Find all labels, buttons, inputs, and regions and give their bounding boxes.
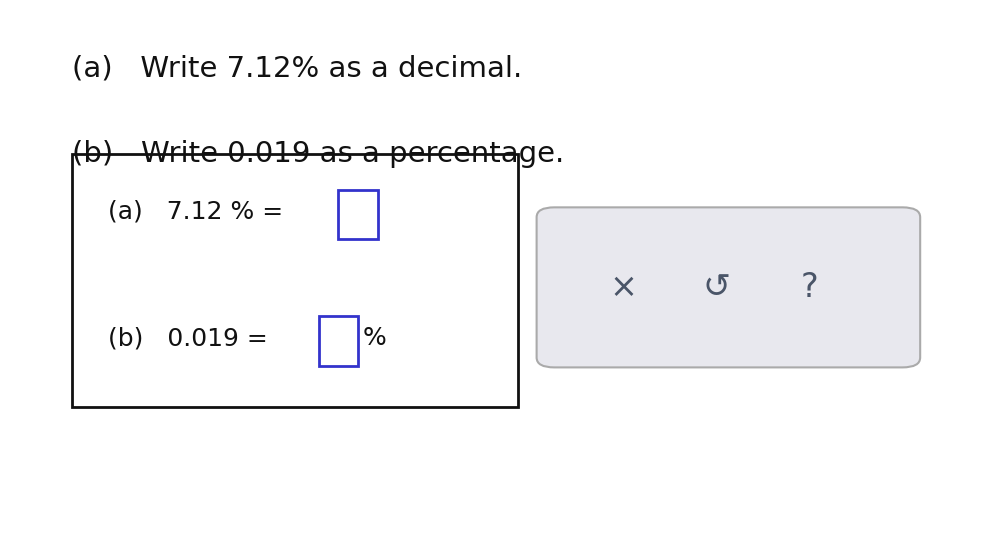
Text: (a)   7.12 % =: (a) 7.12 % = [108,200,284,224]
FancyBboxPatch shape [537,207,920,367]
Text: ×: × [609,271,637,304]
FancyBboxPatch shape [338,190,378,239]
FancyBboxPatch shape [72,154,518,407]
Text: (b)   0.019 =: (b) 0.019 = [108,326,268,350]
Text: (a)   Write 7.12% as a decimal.: (a) Write 7.12% as a decimal. [72,55,522,82]
Text: ↺: ↺ [702,271,730,304]
FancyBboxPatch shape [319,316,358,366]
Text: (b)   Write 0.019 as a percentage.: (b) Write 0.019 as a percentage. [72,140,564,168]
Text: ?: ? [800,271,818,304]
Text: %: % [363,326,387,350]
